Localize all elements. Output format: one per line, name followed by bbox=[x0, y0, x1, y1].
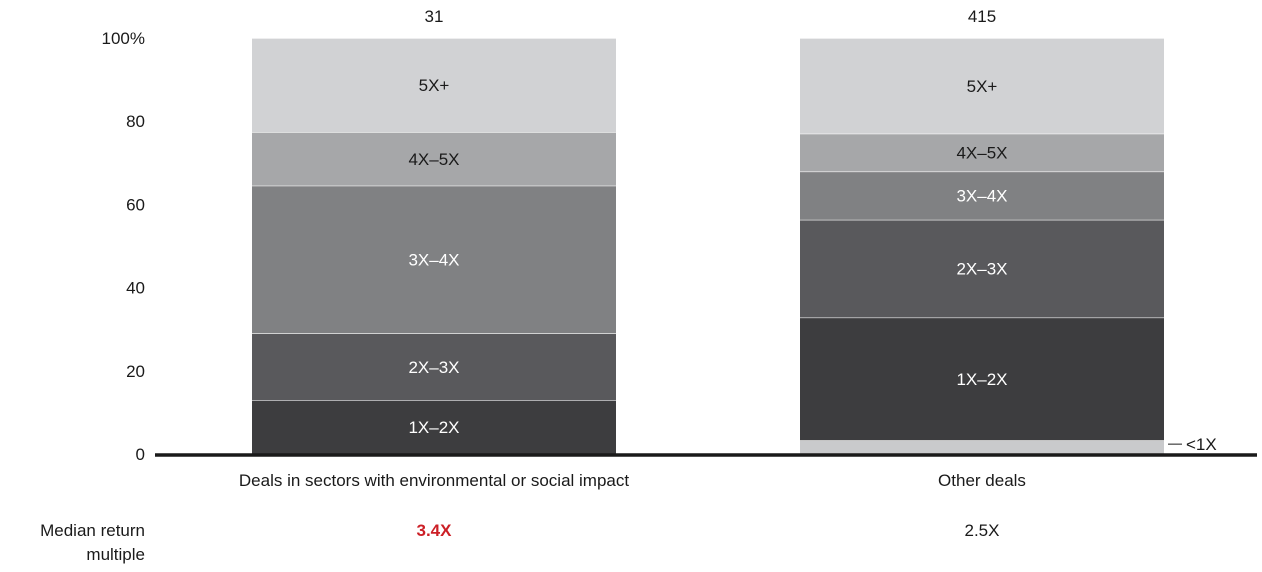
segment-label: 4X–5X bbox=[956, 144, 1007, 163]
bar-totals: 31 415 bbox=[425, 7, 997, 26]
bar-segment bbox=[252, 333, 616, 401]
footer-title-line2: multiple bbox=[86, 545, 145, 564]
y-tick-label: 40 bbox=[126, 279, 145, 298]
bar-segment bbox=[252, 38, 616, 133]
y-tick-label: 100% bbox=[102, 29, 145, 48]
segment-label: 3X–4X bbox=[956, 187, 1007, 206]
bar-stack: 1X–2X 2X–3X 3X–4X 4X–5X 5X+ bbox=[252, 37, 616, 454]
category-label: Other deals bbox=[938, 471, 1026, 490]
median-value: 3.4X bbox=[417, 521, 453, 540]
segment-label: 1X–2X bbox=[408, 418, 459, 437]
median-footer: Median return multiple 3.4X 2.5X bbox=[40, 521, 999, 564]
footer-title-line1: Median return bbox=[40, 521, 145, 540]
segment-label: 4X–5X bbox=[408, 150, 459, 169]
category-label: Deals in sectors with environmental or s… bbox=[239, 471, 629, 490]
bar-segment bbox=[800, 219, 1164, 318]
category-labels: Deals in sectors with environmental or s… bbox=[239, 471, 1026, 490]
segment-label: 2X–3X bbox=[408, 358, 459, 377]
bar-segment bbox=[800, 38, 1164, 134]
y-axis: 0 20 40 60 80 100% bbox=[102, 29, 145, 464]
y-tick-label: 60 bbox=[126, 195, 145, 214]
y-tick-label: 0 bbox=[136, 445, 145, 464]
segment-label: 2X–3X bbox=[956, 260, 1007, 279]
bar-segment bbox=[252, 185, 616, 334]
bar-segment bbox=[800, 317, 1164, 441]
segment-label: 3X–4X bbox=[408, 251, 459, 270]
segment-label: 5X+ bbox=[967, 77, 998, 96]
bar-total-label: 31 bbox=[425, 7, 444, 26]
y-tick-label: 20 bbox=[126, 362, 145, 381]
bar-total-label: 415 bbox=[968, 7, 996, 26]
median-value: 2.5X bbox=[965, 521, 1000, 540]
bar-segment bbox=[252, 132, 616, 186]
bar-segment bbox=[252, 400, 616, 454]
bar-segment bbox=[800, 440, 1164, 454]
bar-segment bbox=[800, 133, 1164, 172]
segment-label: 1X–2X bbox=[956, 370, 1007, 389]
segment-label: 5X+ bbox=[419, 76, 450, 95]
y-tick-label: 80 bbox=[126, 112, 145, 131]
bar-stack: 1X–2X 2X–3X 3X–4X 4X–5X 5X+ bbox=[800, 37, 1164, 454]
bars: 1X–2X 2X–3X 3X–4X 4X–5X 5X+ 1X–2X 2X–3X 3X–4X 4X… bbox=[252, 37, 1217, 454]
bar-segment bbox=[800, 171, 1164, 220]
callout-label: <1X bbox=[1186, 435, 1217, 454]
